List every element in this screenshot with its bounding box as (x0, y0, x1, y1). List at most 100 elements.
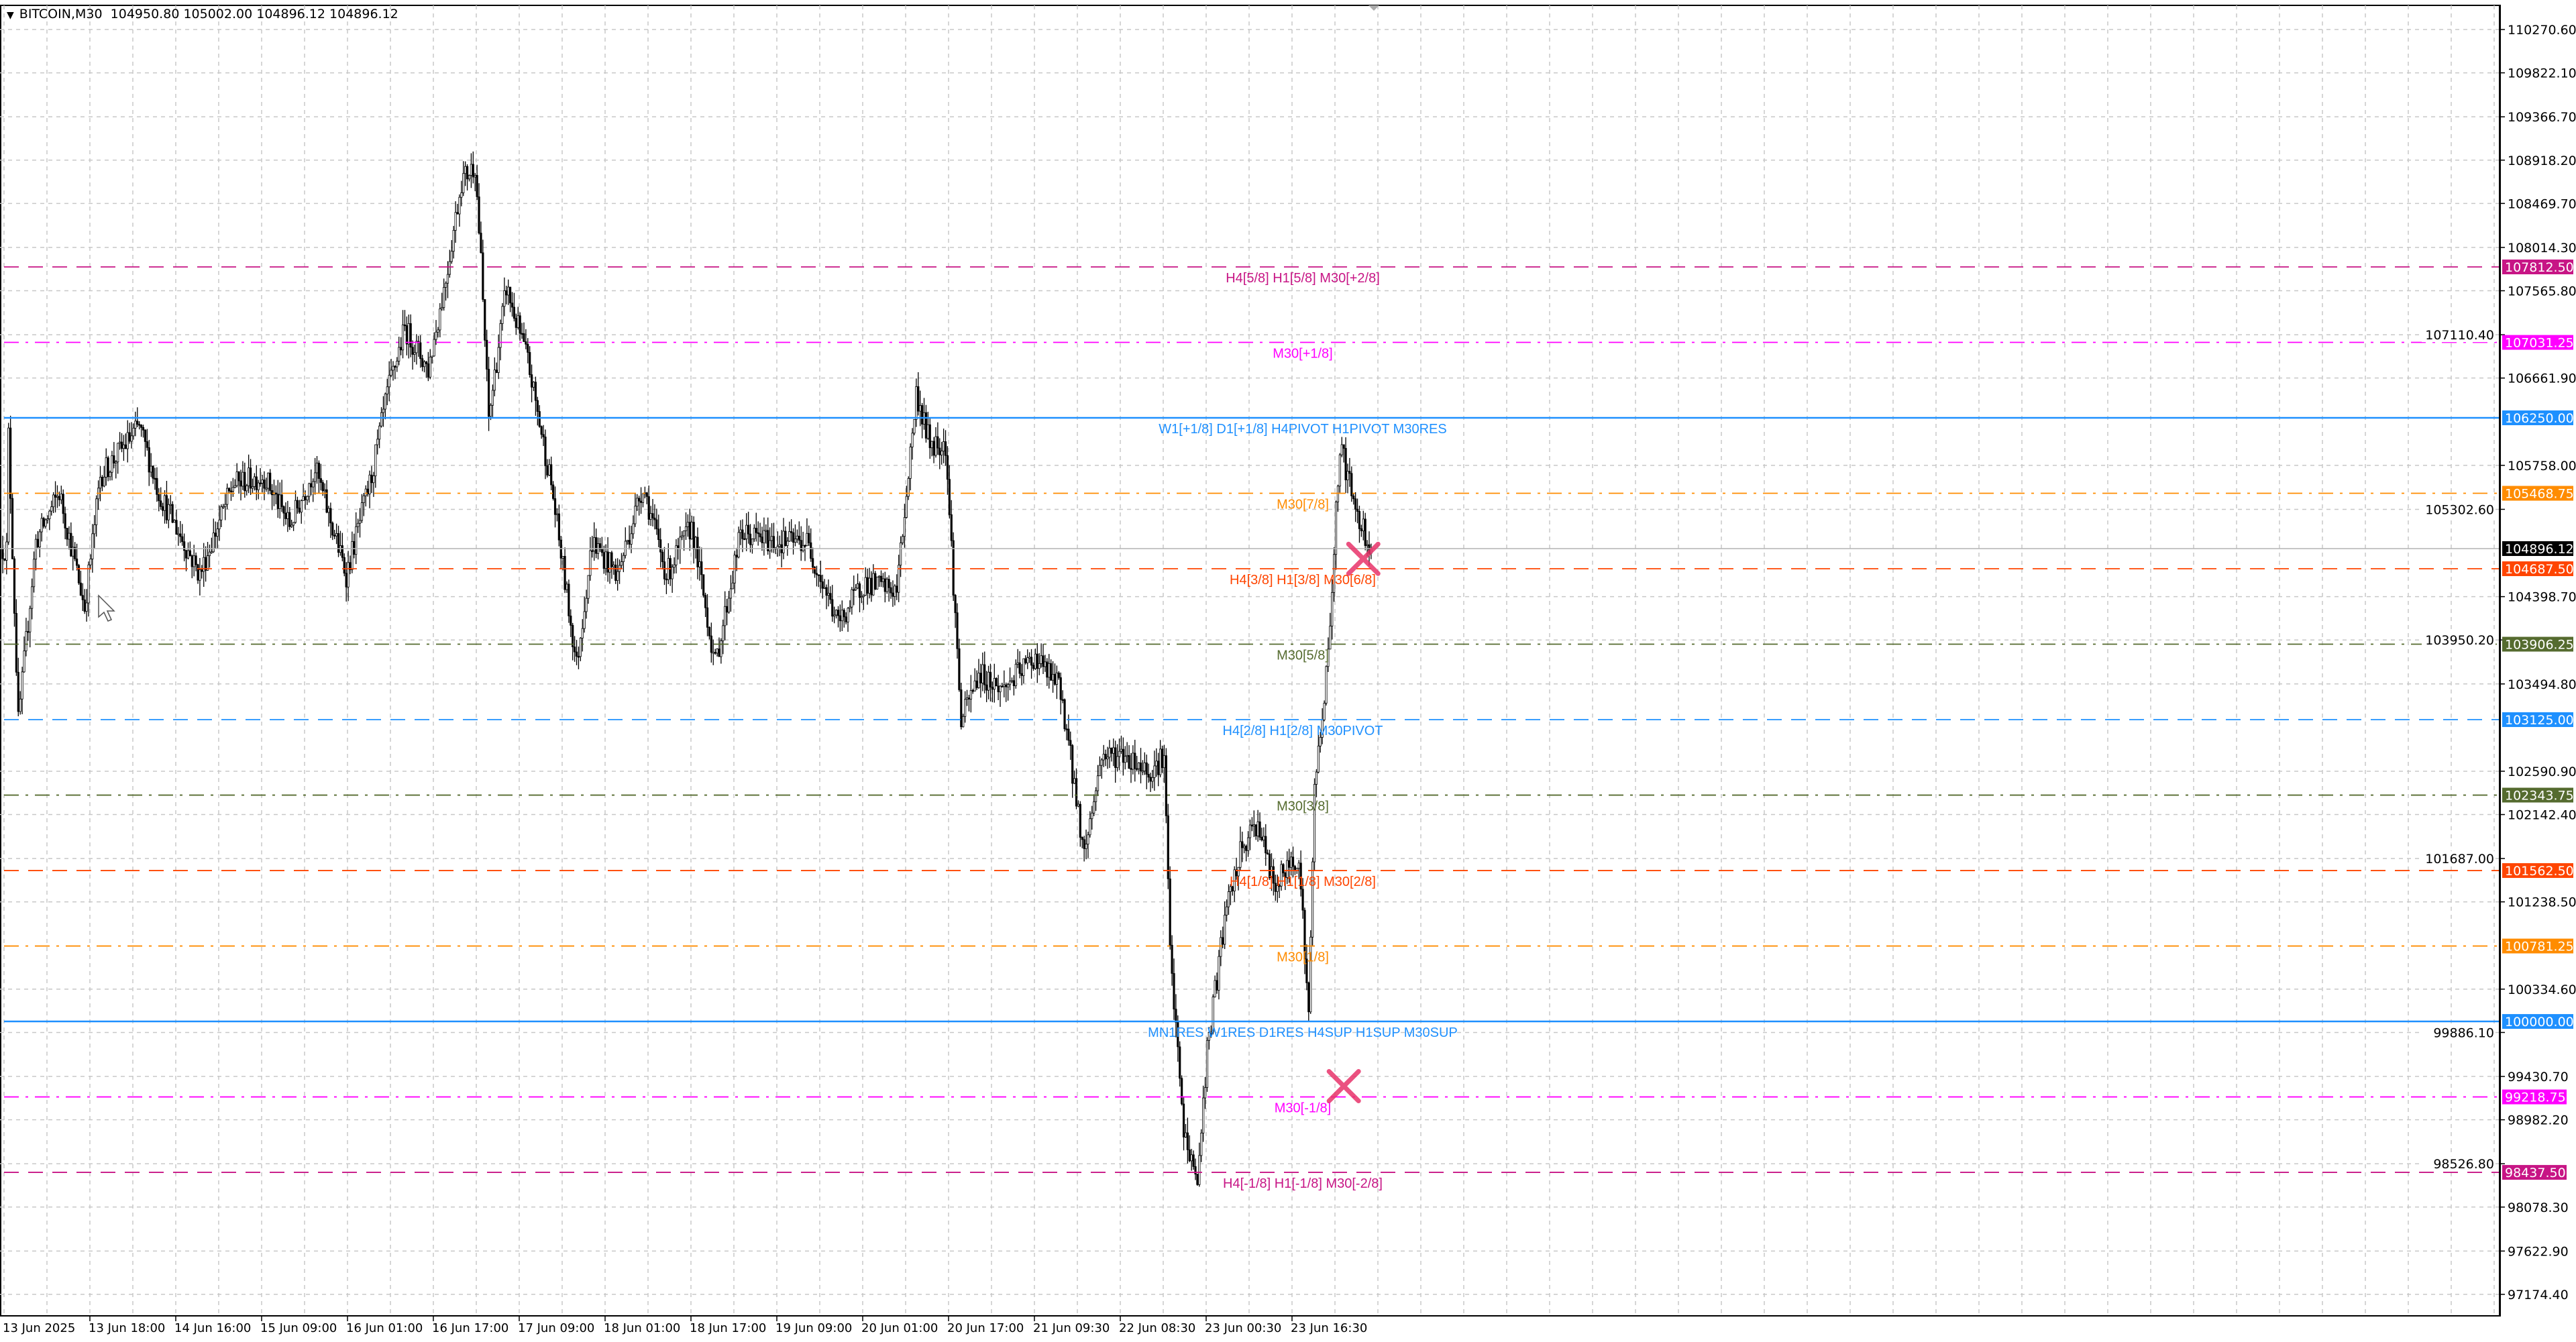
candle (849, 606, 851, 609)
candle (568, 583, 570, 616)
candle (265, 488, 268, 490)
ohlc-values: 104950.80 105002.00 104896.12 104896.12 (110, 7, 398, 21)
candle (892, 592, 894, 597)
candle (796, 535, 798, 540)
candle (1272, 866, 1275, 884)
candle (68, 533, 70, 540)
candle (561, 556, 564, 559)
y-tick-label: 99886.10 (2433, 1025, 2494, 1040)
candle (261, 480, 264, 484)
candle (111, 455, 113, 473)
candle (1222, 937, 1224, 945)
candle (564, 556, 566, 590)
candle (308, 483, 311, 497)
candle (1016, 662, 1019, 665)
x-tick-label: 21 Jun 09:30 (1033, 1321, 1110, 1335)
candle (1040, 655, 1042, 664)
candle (255, 476, 258, 490)
candle (13, 558, 16, 614)
candle (505, 290, 508, 296)
candle (132, 427, 135, 437)
candle (860, 596, 863, 598)
candle (626, 540, 629, 542)
candle (973, 680, 976, 691)
candle (1053, 673, 1057, 685)
candle (790, 531, 793, 533)
candle (552, 484, 555, 499)
candle (1128, 754, 1130, 769)
triangle-down-icon[interactable]: ▼ (7, 10, 14, 21)
candle (1218, 956, 1220, 991)
candle (386, 386, 388, 394)
candle (317, 462, 321, 479)
candle (960, 689, 963, 728)
candle (688, 522, 691, 540)
candle (577, 656, 580, 658)
candle (944, 441, 947, 456)
candle (62, 494, 64, 514)
candle (686, 522, 690, 527)
candle (989, 671, 992, 687)
candle (388, 375, 390, 388)
candle (673, 564, 676, 568)
candle (1149, 777, 1152, 782)
candle (70, 533, 72, 557)
candle (353, 541, 356, 555)
candle (360, 502, 364, 521)
candle (1, 548, 4, 559)
candle (1136, 768, 1138, 770)
mouse-cursor-icon (98, 594, 115, 622)
candle (792, 532, 795, 543)
candle (829, 593, 832, 600)
candle (1100, 759, 1103, 766)
candle (1165, 755, 1167, 816)
candle (244, 471, 246, 492)
candle (726, 606, 729, 613)
candle (1018, 662, 1021, 674)
candle (1034, 653, 1036, 669)
candle (585, 598, 588, 612)
candle (313, 472, 317, 482)
candle (1231, 886, 1234, 891)
candle (1134, 752, 1136, 769)
candle (118, 441, 121, 444)
candle (815, 573, 818, 575)
candle (183, 541, 186, 551)
candle (199, 569, 201, 581)
price-axis-level-value: 103906.25 (2505, 638, 2574, 653)
candle (665, 578, 668, 581)
candle (193, 555, 195, 567)
candle (497, 347, 500, 373)
candle (718, 649, 720, 657)
candle (376, 439, 379, 445)
candle (294, 500, 297, 523)
candle (523, 333, 525, 342)
candle (158, 494, 160, 502)
candle (881, 578, 885, 582)
candle (1278, 885, 1281, 887)
candle (763, 530, 765, 543)
candle (384, 393, 386, 410)
y-tick-label: 109822.10 (2508, 66, 2576, 81)
candle (229, 490, 233, 492)
candle (91, 533, 94, 559)
candle (983, 664, 986, 685)
candle (249, 467, 252, 489)
candle (1270, 866, 1273, 879)
x-tick-label: 22 Jun 08:30 (1119, 1321, 1195, 1335)
candle (928, 424, 931, 449)
candle (109, 471, 111, 478)
candle (444, 282, 447, 288)
candle (964, 699, 967, 717)
x-tick-label: 20 Jun 17:00 (947, 1321, 1024, 1335)
candle (7, 427, 10, 543)
candle (555, 513, 559, 515)
price-axis-level-tag (2502, 863, 2573, 879)
candle (559, 539, 562, 559)
candle (1323, 703, 1326, 720)
candle (146, 441, 148, 448)
candle (1167, 815, 1169, 879)
candle (921, 405, 924, 425)
candle (1081, 837, 1083, 840)
